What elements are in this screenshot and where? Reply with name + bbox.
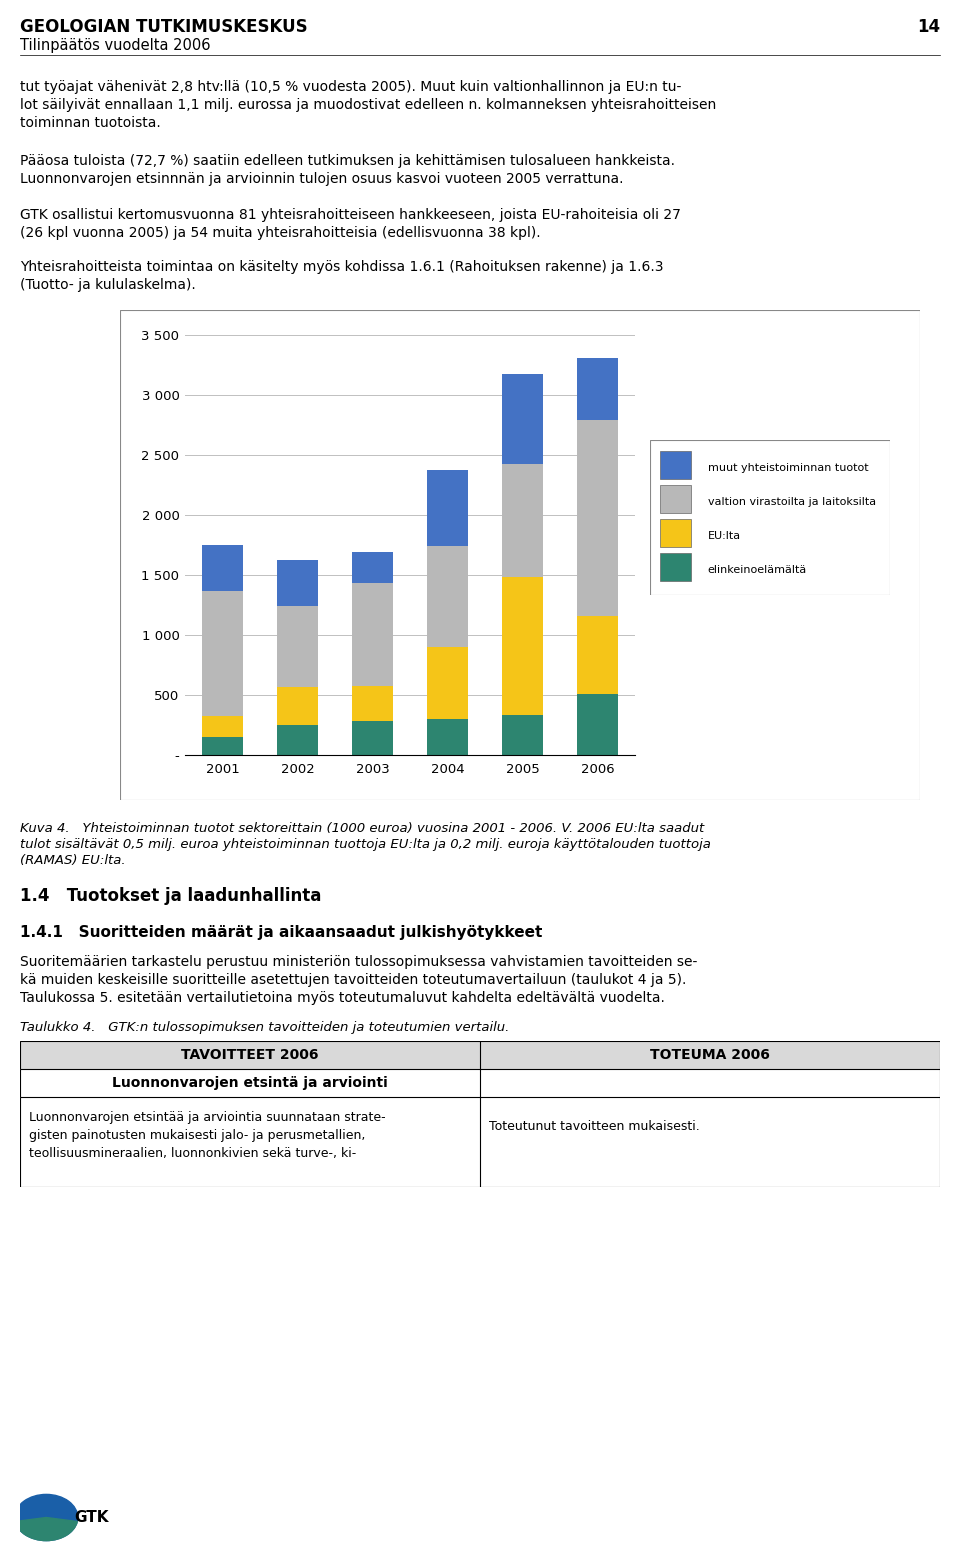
Circle shape (14, 1495, 78, 1540)
Text: (RAMAS) EU:lta.: (RAMAS) EU:lta. (20, 854, 126, 867)
Bar (577, 693, 618, 754)
Bar (427, 470, 468, 546)
Bar (202, 717, 243, 737)
Text: Toteutunut tavoitteen mukaisesti.: Toteutunut tavoitteen mukaisesti. (490, 1119, 700, 1133)
Bar (276, 725, 318, 754)
Text: Taulukossa 5. esitetään vertailutietoina myös toteutumaluvut kahdelta edeltävält: Taulukossa 5. esitetään vertailutietoina… (20, 991, 665, 1005)
Text: GTK: GTK (74, 1510, 108, 1524)
Text: kä muiden keskeisille suoritteille asetettujen tavoitteiden toteutumavertailuun : kä muiden keskeisille suoritteille asete… (20, 973, 686, 988)
Text: TOTEUMA 2006: TOTEUMA 2006 (650, 1049, 770, 1063)
Text: Luonnonvarojen etsintää ja arviointia suunnataan strate-: Luonnonvarojen etsintää ja arviointia su… (29, 1111, 386, 1124)
Bar (276, 560, 318, 606)
Bar (352, 685, 394, 721)
Bar (202, 737, 243, 754)
Text: 1.4   Tuotokset ja laadunhallinta: 1.4 Tuotokset ja laadunhallinta (20, 887, 322, 905)
Bar (577, 358, 618, 419)
Bar (660, 485, 691, 513)
Bar (660, 518, 691, 546)
Text: toiminnan tuotoista.: toiminnan tuotoista. (20, 116, 160, 130)
Wedge shape (15, 1518, 77, 1540)
Text: 1.4.1   Suoritteiden määrät ja aikaansaadut julkishyötykkeet: 1.4.1 Suoritteiden määrät ja aikaansaadu… (20, 925, 542, 941)
Bar (427, 546, 468, 646)
Text: tulot sisältävät 0,5 milj. euroa yhteistoiminnan tuottoja EU:lta ja 0,2 milj. eu: tulot sisältävät 0,5 milj. euroa yhteist… (20, 837, 710, 851)
Text: Kuva 4.   Yhteistoiminnan tuotot sektoreittain (1000 euroa) vuosina 2001 - 2006.: Kuva 4. Yhteistoiminnan tuotot sektoreit… (20, 822, 705, 836)
Bar (352, 584, 394, 685)
Text: Taulukko 4.   GTK:n tulossopimuksen tavoitteiden ja toteutumien vertailu.: Taulukko 4. GTK:n tulossopimuksen tavoit… (20, 1020, 510, 1034)
Bar (427, 646, 468, 718)
Text: teollisuusmineraalien, luonnonkivien sekä turve-, ki-: teollisuusmineraalien, luonnonkivien sek… (29, 1147, 356, 1160)
Bar (502, 715, 543, 754)
Text: (26 kpl vuonna 2005) ja 54 muita yhteisrahoitteisia (edellisvuonna 38 kpl).: (26 kpl vuonna 2005) ja 54 muita yhteisr… (20, 225, 540, 239)
Bar (502, 463, 543, 577)
Bar (660, 552, 691, 581)
Text: Luonnonvarojen etsintä ja arviointi: Luonnonvarojen etsintä ja arviointi (112, 1077, 388, 1089)
Bar (276, 606, 318, 687)
Bar (352, 551, 394, 584)
Text: valtion virastoilta ja laitoksilta: valtion virastoilta ja laitoksilta (708, 498, 876, 507)
Text: elinkeinoelämältä: elinkeinoelämältä (708, 565, 806, 576)
Bar (276, 687, 318, 725)
Text: lot säilyivät ennallaan 1,1 milj. eurossa ja muodostivat edelleen n. kolmannekse: lot säilyivät ennallaan 1,1 milj. euross… (20, 99, 716, 113)
Bar (660, 451, 691, 479)
Bar (577, 617, 618, 693)
Bar (502, 374, 543, 463)
Bar (502, 577, 543, 715)
Text: EU:lta: EU:lta (708, 531, 741, 541)
Text: Tilinpäätös vuodelta 2006: Tilinpäätös vuodelta 2006 (20, 38, 210, 53)
Bar (202, 592, 243, 717)
Text: TAVOITTEET 2006: TAVOITTEET 2006 (181, 1049, 319, 1063)
Bar (427, 718, 468, 754)
Text: muut yhteistoiminnan tuotot: muut yhteistoiminnan tuotot (708, 463, 868, 473)
Text: GTK osallistui kertomusvuonna 81 yhteisrahoitteiseen hankkeeseen, joista EU-raho: GTK osallistui kertomusvuonna 81 yhteisr… (20, 208, 681, 222)
Text: (Tuotto- ja kululaskelma).: (Tuotto- ja kululaskelma). (20, 279, 196, 293)
Text: Yhteisrahoitteista toimintaa on käsitelty myös kohdissa 1.6.1 (Rahoituksen raken: Yhteisrahoitteista toimintaa on käsitelt… (20, 260, 663, 274)
Bar (202, 545, 243, 592)
Text: 14: 14 (917, 19, 940, 36)
Text: Pääosa tuloista (72,7 %) saatiin edelleen tutkimuksen ja kehittämisen tulosaluee: Pääosa tuloista (72,7 %) saatiin edellee… (20, 153, 675, 167)
Bar (577, 419, 618, 617)
Text: Luonnonvarojen etsinnnän ja arvioinnin tulojen osuus kasvoi vuoteen 2005 verratt: Luonnonvarojen etsinnnän ja arvioinnin t… (20, 172, 623, 186)
Text: Suoritemäärien tarkastelu perustuu ministeriön tulossopimuksessa vahvistamien ta: Suoritemäärien tarkastelu perustuu minis… (20, 955, 697, 969)
Text: gisten painotusten mukaisesti jalo- ja perusmetallien,: gisten painotusten mukaisesti jalo- ja p… (29, 1128, 366, 1141)
Text: GEOLOGIAN TUTKIMUSKESKUS: GEOLOGIAN TUTKIMUSKESKUS (20, 19, 307, 36)
Bar (352, 721, 394, 754)
Text: tut työajat vähenivät 2,8 htv:llä (10,5 % vuodesta 2005). Muut kuin valtionhalli: tut työajat vähenivät 2,8 htv:llä (10,5 … (20, 80, 682, 94)
